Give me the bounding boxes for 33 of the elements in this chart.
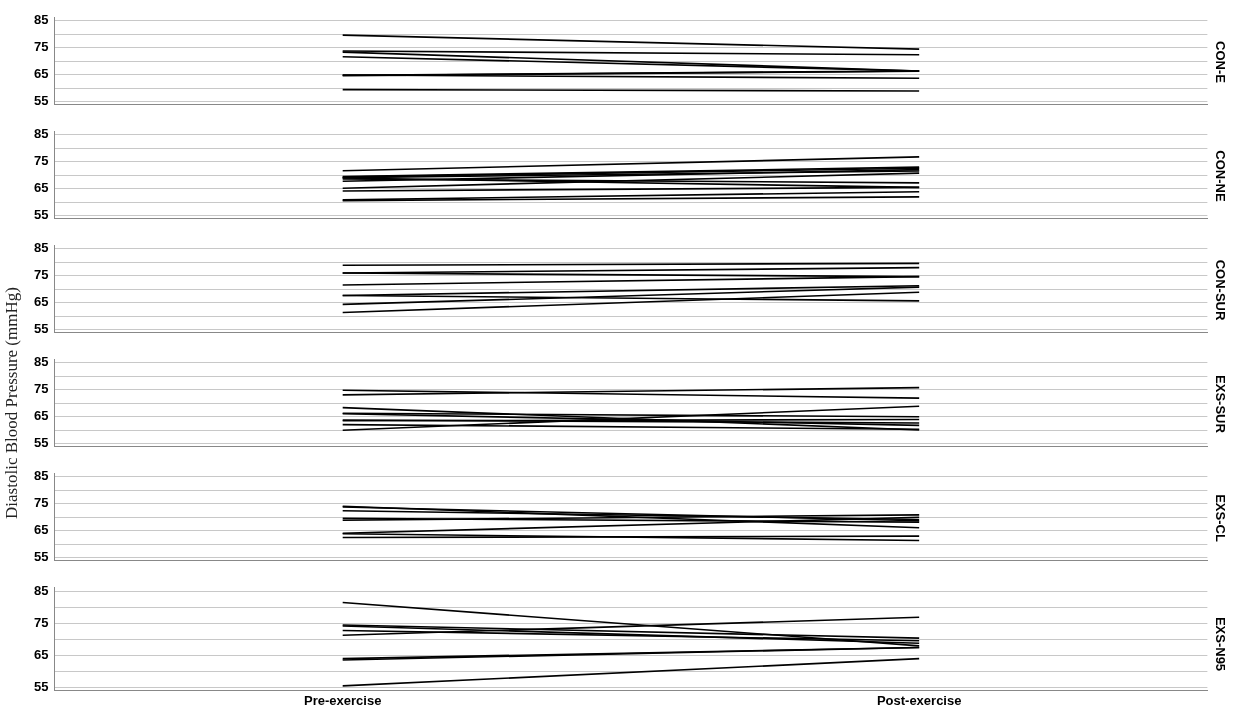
text: EXS-N95: [1212, 616, 1228, 672]
y-tick-label: 75: [33, 381, 49, 397]
y-tick-label: 75: [33, 39, 49, 55]
y-tick-label: 75: [33, 267, 49, 283]
y-axis-title: Diastolic Blood Pressure (mmHg): [2, 286, 22, 521]
y-tick-label: 65: [33, 66, 49, 82]
x-tick-label: Post-exercise: [876, 692, 962, 708]
text: EXS-SUR: [1212, 375, 1228, 434]
y-tick-label: 55: [33, 207, 49, 223]
y-tick-label: 65: [33, 294, 49, 310]
y-tick-label: 65: [33, 408, 49, 424]
text: CON-SUR: [1212, 259, 1228, 321]
y-tick-label: 65: [33, 646, 49, 662]
y-tick-label: 75: [33, 495, 49, 511]
y-tick-label: 75: [33, 153, 49, 169]
text: CON-NE: [1212, 150, 1228, 202]
x-tick-label: Pre-exercise: [304, 692, 382, 708]
y-tick-label: 85: [33, 354, 49, 370]
y-tick-label: 85: [33, 126, 49, 142]
y-tick-label: 55: [33, 321, 49, 337]
y-tick-label: 55: [33, 93, 49, 109]
y-tick-label: 85: [33, 468, 49, 484]
text: EXS-CL: [1212, 494, 1228, 542]
y-tick-label: 85: [33, 12, 49, 28]
y-tick-label: 85: [33, 240, 49, 256]
y-tick-label: 85: [33, 582, 49, 598]
y-tick-label: 65: [33, 522, 49, 538]
y-tick-label: 75: [33, 614, 49, 630]
y-tick-label: 55: [33, 549, 49, 565]
y-tick-label: 65: [33, 180, 49, 196]
y-tick-label: 55: [33, 435, 49, 451]
text: CON-E: [1212, 41, 1228, 84]
y-tick-label: 55: [33, 678, 49, 694]
